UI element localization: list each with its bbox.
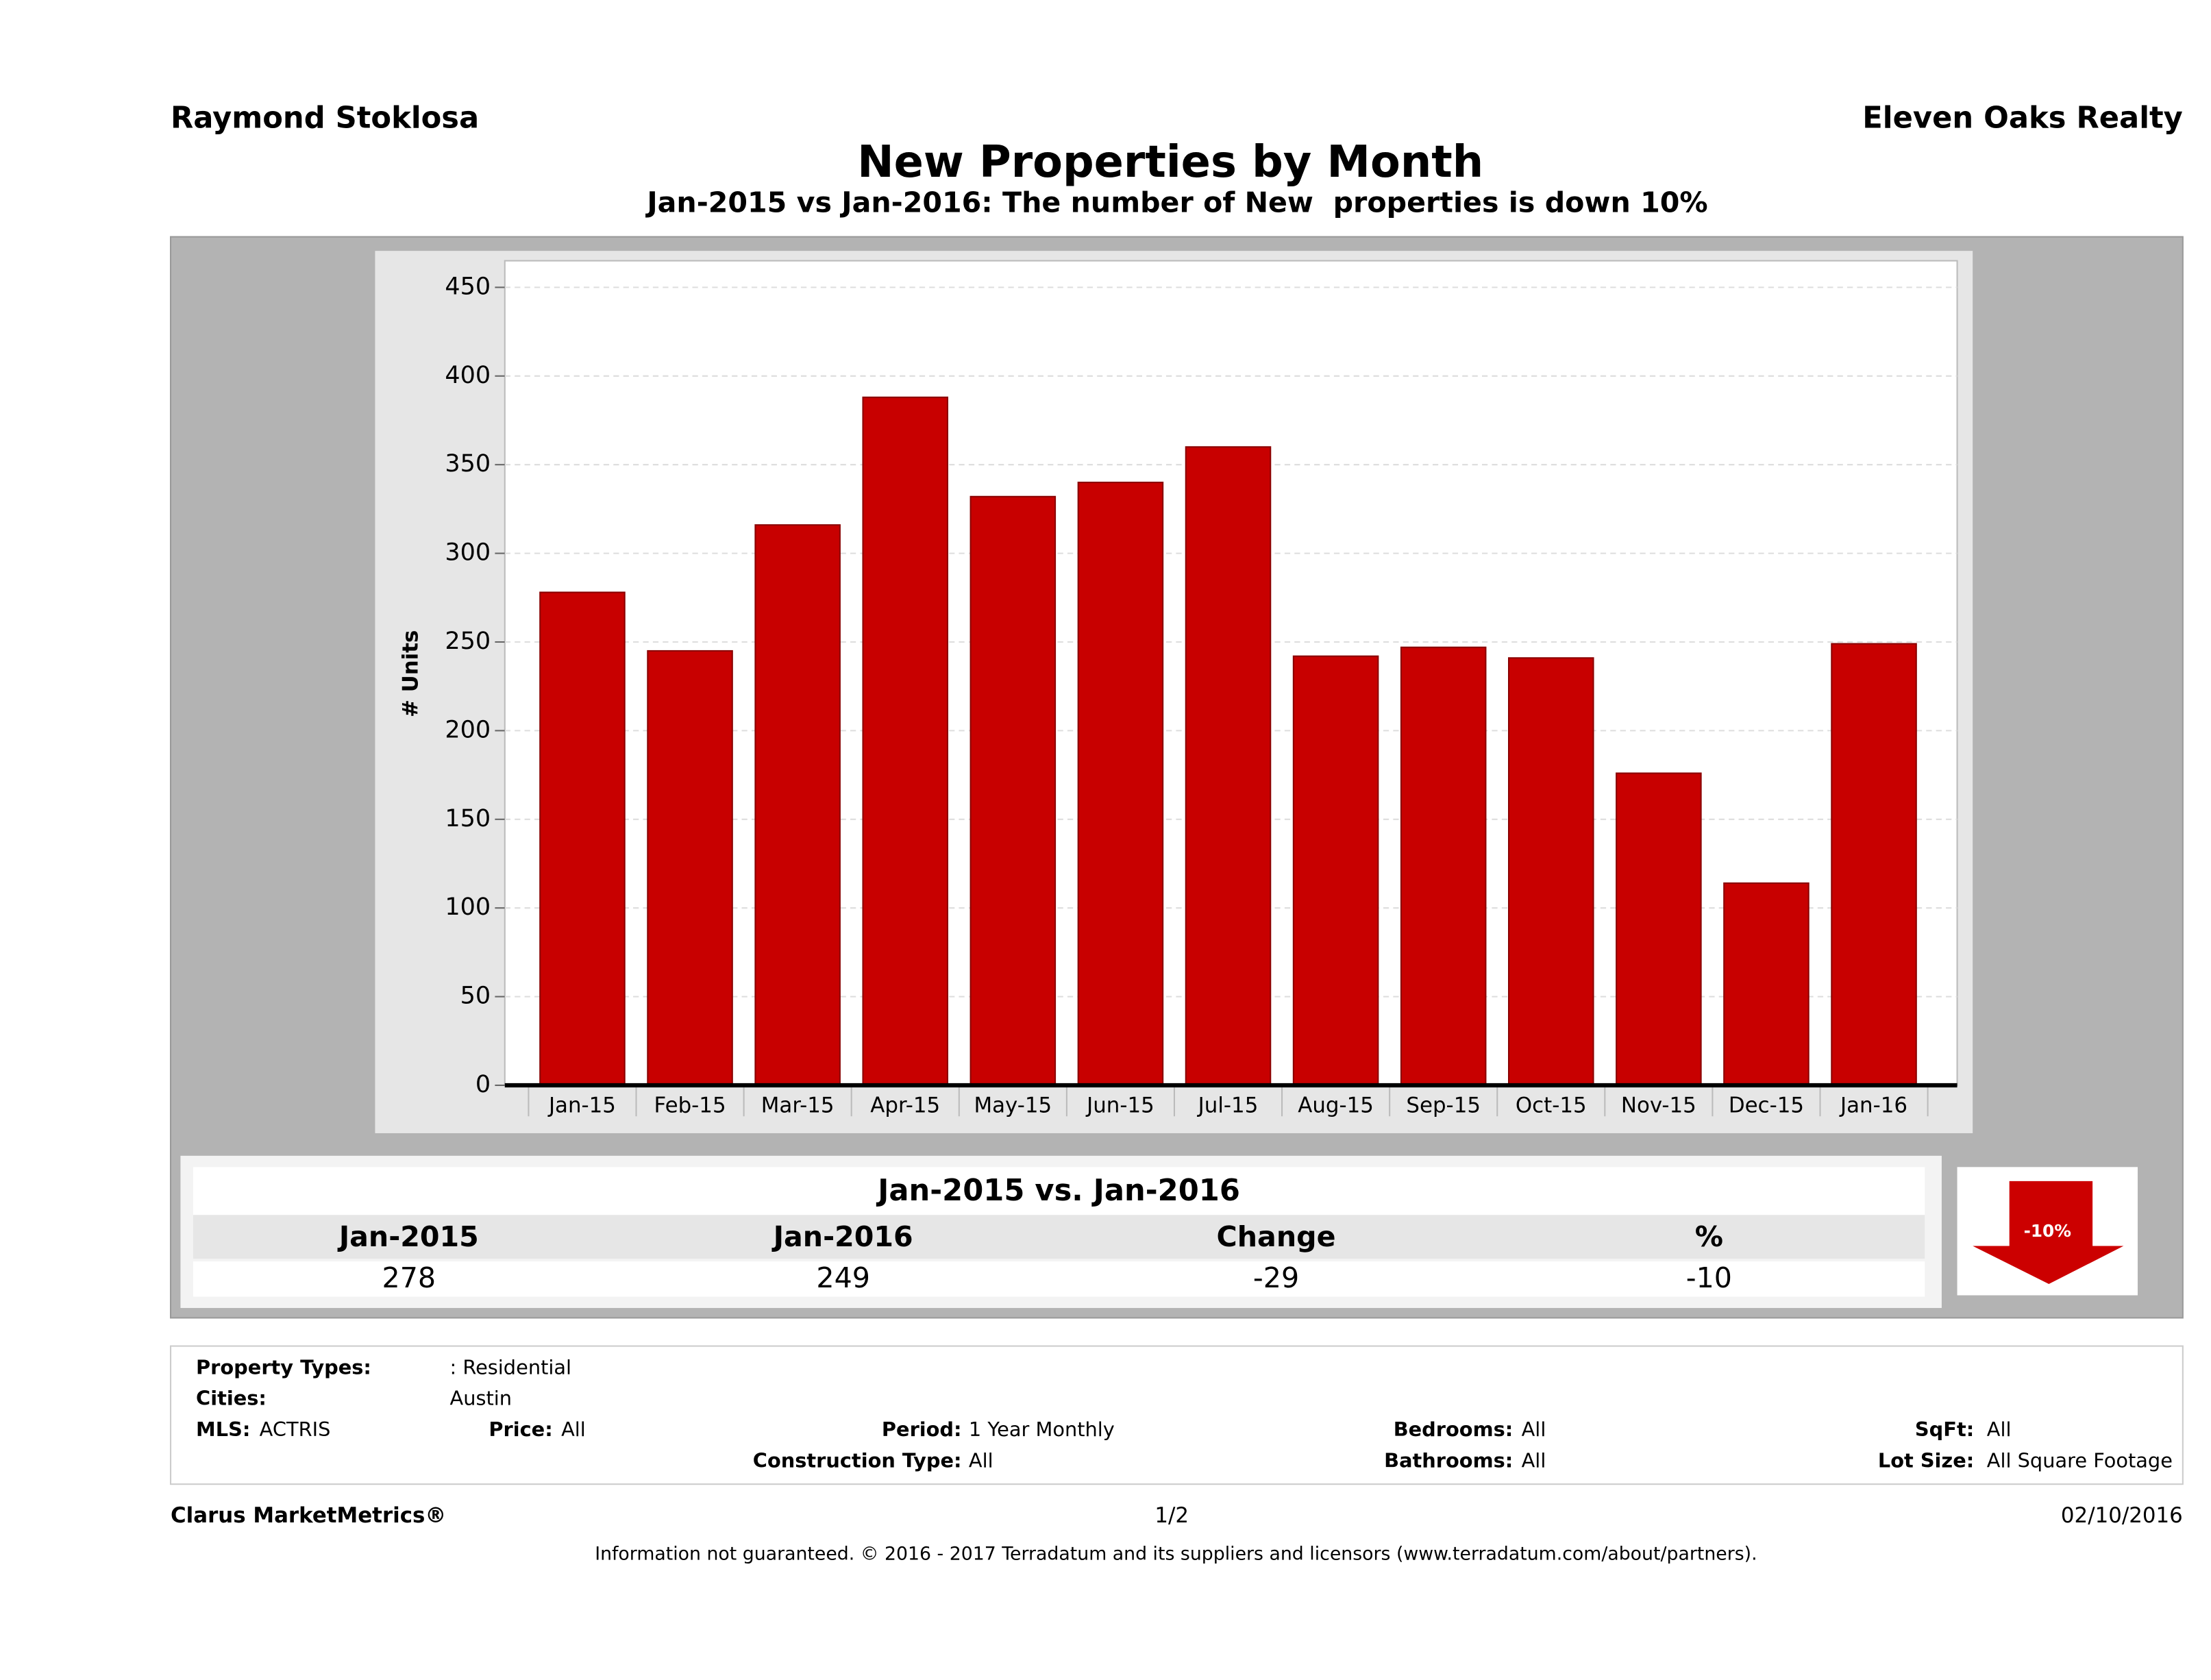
summary-header: Change xyxy=(1217,1220,1336,1253)
y-tick-label: 100 xyxy=(445,893,491,921)
x-tick-label: Feb-15 xyxy=(654,1093,726,1117)
filter-label: Period: xyxy=(882,1418,962,1441)
bar xyxy=(969,495,1057,1087)
filter-value: All Square Footage xyxy=(1987,1448,2173,1472)
bar xyxy=(1185,446,1272,1087)
summary-value: -10 xyxy=(1686,1261,1732,1294)
filter-label: Construction Type: xyxy=(753,1448,962,1472)
bar xyxy=(539,591,626,1087)
summary-value-row xyxy=(193,1261,1925,1297)
summary-title: Jan-2015 vs. Jan-2016 xyxy=(876,1174,1240,1208)
y-tick-label: 400 xyxy=(445,362,491,389)
x-tick-label: Jul-15 xyxy=(1197,1093,1259,1117)
x-tick-label: Oct-15 xyxy=(1516,1093,1587,1117)
bar xyxy=(1508,657,1594,1087)
summary-title-row xyxy=(193,1167,1925,1215)
bar xyxy=(1831,643,1917,1087)
y-axis-label: # Units xyxy=(398,630,423,717)
y-tick-label: 350 xyxy=(445,450,491,478)
bar xyxy=(862,396,949,1087)
bar xyxy=(647,650,733,1087)
disclaimer: Information not guaranteed. © 2016 - 201… xyxy=(595,1544,1757,1565)
page-number: 1/2 xyxy=(1154,1503,1189,1528)
filter-value: All xyxy=(1987,1418,2012,1441)
bar xyxy=(1723,882,1809,1087)
down-arrow xyxy=(1973,1181,2124,1285)
bar xyxy=(1077,482,1164,1087)
filter-value: All xyxy=(561,1418,586,1441)
y-tick-label: 0 xyxy=(475,1071,491,1098)
summary-value: 278 xyxy=(382,1261,436,1294)
x-tick-label: Nov-15 xyxy=(1621,1093,1696,1117)
filter-label: Cities: xyxy=(196,1387,267,1410)
filter-box xyxy=(169,1345,2184,1485)
x-tick-label: Mar-15 xyxy=(761,1093,835,1117)
filter-value: Austin xyxy=(450,1387,512,1410)
y-tick-label: 450 xyxy=(445,273,491,300)
filter-value: 1 Year Monthly xyxy=(969,1418,1115,1441)
report-date: 02/10/2016 xyxy=(2061,1503,2183,1528)
bar xyxy=(1400,646,1487,1087)
filter-value: : Residential xyxy=(450,1355,572,1379)
filter-value: All xyxy=(1522,1448,1546,1472)
y-tick-label: 250 xyxy=(445,628,491,655)
x-tick-label: Dec-15 xyxy=(1729,1093,1804,1117)
y-tick-label: 300 xyxy=(445,539,491,567)
filter-value: ACTRIS xyxy=(260,1418,331,1441)
bar xyxy=(754,524,841,1087)
filter-label: Bedrooms: xyxy=(1394,1418,1514,1441)
summary-header: % xyxy=(1695,1220,1723,1253)
x-tick-label: May-15 xyxy=(974,1093,1052,1117)
filter-label: Property Types: xyxy=(196,1355,371,1379)
agent-name: Raymond Stoklosa xyxy=(171,101,479,135)
filter-label: MLS: xyxy=(196,1418,250,1441)
summary-header-row xyxy=(193,1215,1925,1259)
badge-label: -10% xyxy=(2024,1221,2071,1241)
x-tick-label: Jan-16 xyxy=(1839,1093,1907,1117)
chart-title: New Properties by Month xyxy=(857,137,1483,188)
x-tick-label: Jun-15 xyxy=(1085,1093,1154,1117)
company-name: Eleven Oaks Realty xyxy=(1862,101,2183,135)
bar xyxy=(1616,772,1702,1087)
summary-value: 249 xyxy=(816,1261,870,1294)
filter-label: Lot Size: xyxy=(1878,1448,1974,1472)
y-tick-label: 50 xyxy=(460,983,491,1010)
filter-value: All xyxy=(1522,1418,1546,1441)
y-tick-label: 200 xyxy=(445,716,491,743)
y-tick-label: 150 xyxy=(445,805,491,832)
summary-value: -29 xyxy=(1253,1261,1299,1294)
summary-header: Jan-2016 xyxy=(771,1220,913,1253)
x-tick-label: Jan-15 xyxy=(547,1093,616,1117)
filter-value: All xyxy=(969,1448,993,1472)
x-tick-label: Sep-15 xyxy=(1406,1093,1481,1117)
x-tick-label: Apr-15 xyxy=(870,1093,940,1117)
bar xyxy=(1292,655,1379,1087)
x-tick-label: Aug-15 xyxy=(1298,1093,1374,1117)
filter-label: Bathrooms: xyxy=(1384,1448,1513,1472)
filter-label: Price: xyxy=(489,1418,552,1441)
chart-subtitle: Jan-2015 vs Jan-2016: The number of New … xyxy=(645,186,1707,219)
footer-brand: Clarus MarketMetrics® xyxy=(171,1503,446,1528)
filter-label: SqFt: xyxy=(1915,1418,1974,1441)
summary-header: Jan-2015 xyxy=(337,1220,479,1253)
